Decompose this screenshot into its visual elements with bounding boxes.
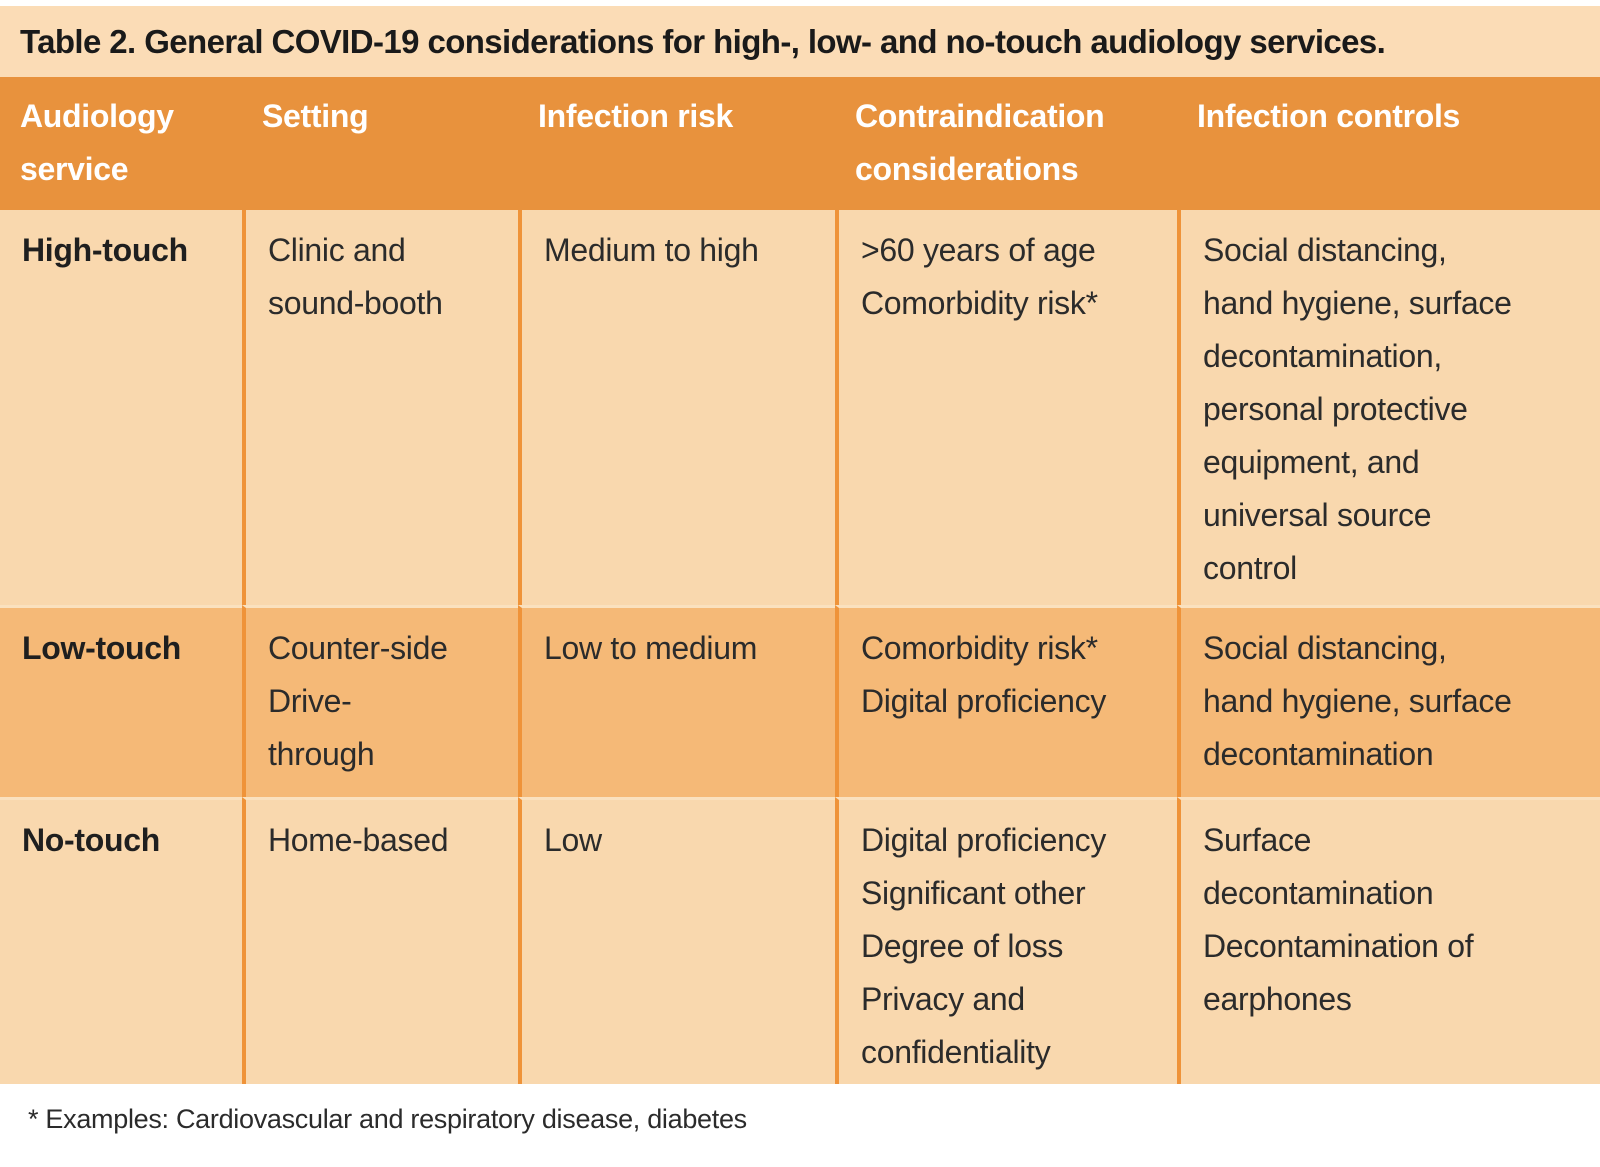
top-margin [0,0,1600,6]
table: Audiology service Setting Infection risk… [0,77,1600,1084]
cell-infection-risk-no-touch: Low [518,797,835,1084]
cell-infection-risk-high-touch: Medium to high [518,210,835,605]
cell-infection-controls-high-touch: Social distancing, hand hygiene, surface d… [1177,210,1600,605]
cell-service-no-touch: No-touch [0,797,242,1084]
table-caption-text: Table 2. General COVID-19 considerations… [20,22,1386,60]
table-footnote: * Examples: Cardiovascular and respirato… [0,1084,1600,1135]
cell-infection-controls-low-touch: Social distancing, hand hygiene, surface d… [1177,605,1600,797]
cell-contraindications-high-touch: >60 years of age Comorbidity risk* [835,210,1177,605]
column-header-setting: Setting [242,77,518,210]
column-header-audiology-service: Audiology service [0,77,242,210]
cell-setting-no-touch: Home-based [242,797,518,1084]
column-header-infection-controls: Infection controls [1177,77,1600,210]
cell-contraindications-low-touch: Comorbidity risk* Digital proficiency [835,605,1177,797]
column-header-contraindication-considerations: Contraindication considerations [835,77,1177,210]
cell-setting-low-touch: Counter-side Drive-through [242,605,518,797]
cell-service-high-touch: High-touch [0,210,242,605]
cell-infection-risk-low-touch: Low to medium [518,605,835,797]
cell-setting-high-touch: Clinic and sound-booth [242,210,518,605]
cell-contraindications-no-touch: Digital proficiency Significant other Degr… [835,797,1177,1084]
table-figure: Table 2. General COVID-19 considerations… [0,0,1600,1135]
cell-service-low-touch: Low-touch [0,605,242,797]
cell-infection-controls-no-touch: Surface decontamination Decontamination of… [1177,797,1600,1084]
table-caption: Table 2. General COVID-19 considerations… [0,6,1600,77]
column-header-infection-risk: Infection risk [518,77,835,210]
